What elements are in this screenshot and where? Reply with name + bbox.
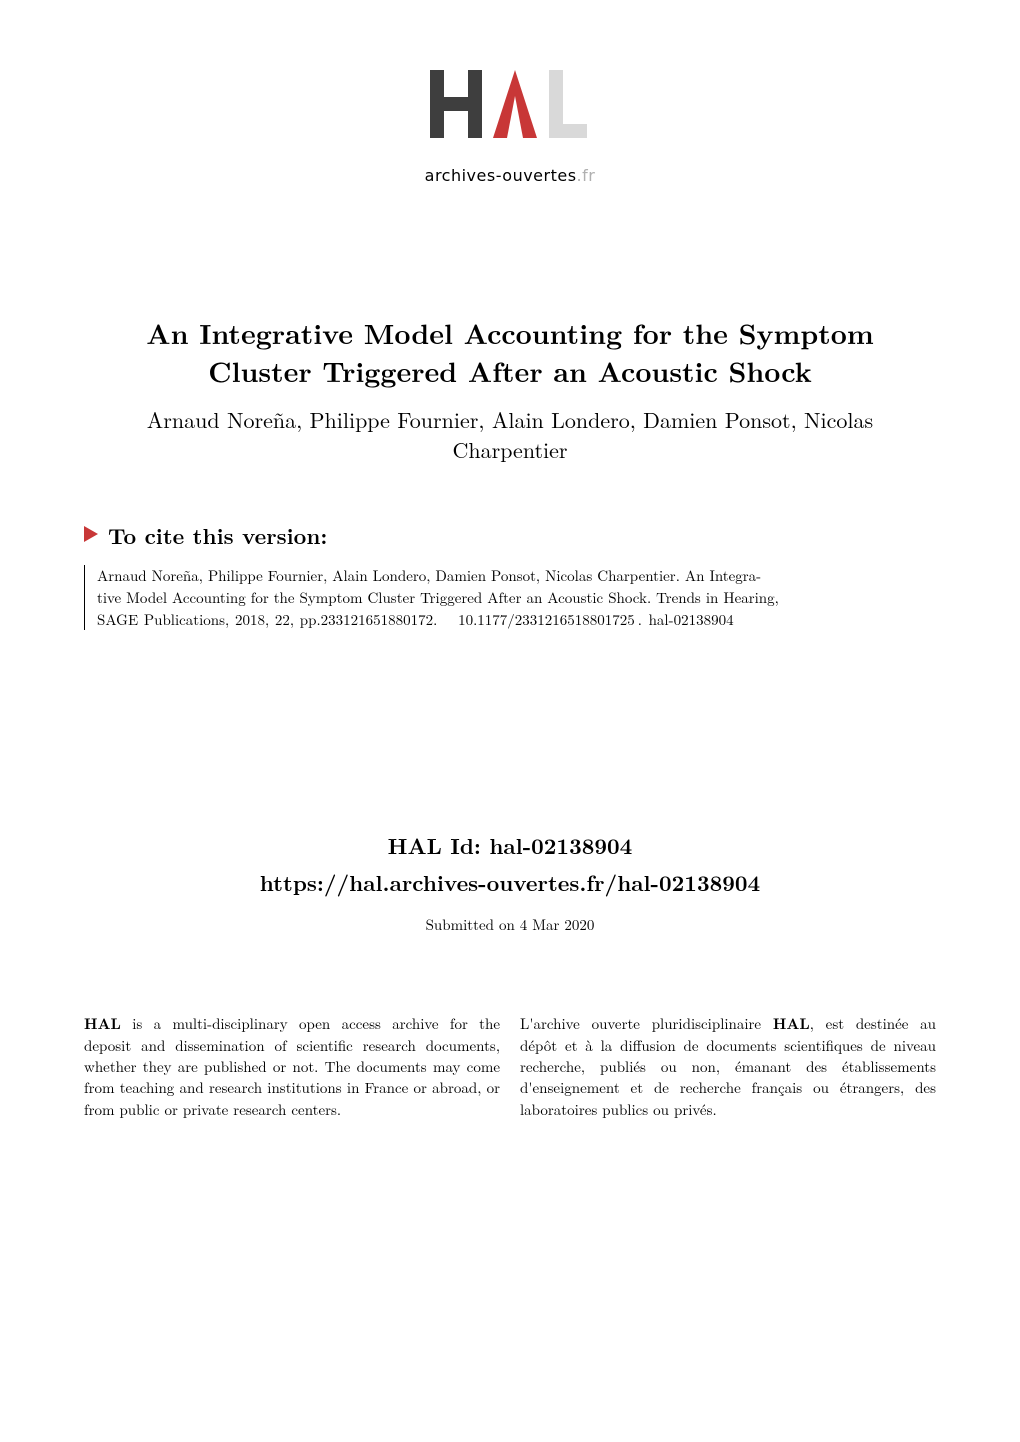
description-columns: HAL is a multi-disciplinary open access … bbox=[0, 1013, 1020, 1119]
cite-block: To cite this version: Arnaud Noreña, Phi… bbox=[0, 520, 1020, 630]
hal-url: https://hal.archives-ouvertes.fr/hal-021… bbox=[0, 867, 1020, 898]
desc-left-bold: HAL bbox=[84, 1013, 121, 1034]
cite-line-1: Arnaud Noreña, Philippe Fournier, Alain … bbox=[97, 565, 761, 586]
desc-left-text: is a multi-disciplinary open access arch… bbox=[84, 1013, 500, 1119]
logo-brand-main: archives-ouvertes bbox=[425, 166, 577, 185]
desc-right-prefix: L'archive ouverte pluridisciplinaire bbox=[520, 1013, 773, 1034]
hal-id-block: HAL Id: hal-02138904 https://hal.archive… bbox=[0, 830, 1020, 935]
cite-heading: To cite this version: bbox=[108, 520, 327, 551]
cite-heading-row: To cite this version: bbox=[84, 520, 936, 551]
title-block: An Integrative Model Accounting for the … bbox=[0, 315, 1020, 466]
authors-line-1: Arnaud Noreña, Philippe Fournier, Alain … bbox=[147, 404, 873, 435]
hal-logo-icon bbox=[425, 60, 595, 160]
description-left: HAL is a multi-disciplinary open access … bbox=[84, 1013, 500, 1119]
title-line-2: Cluster Triggered After an Acoustic Shoc… bbox=[208, 351, 811, 391]
title-line-1: An Integrative Model Accounting for the … bbox=[146, 313, 873, 353]
logo-brand-text: archives-ouvertes.fr bbox=[425, 166, 596, 185]
cite-line-2: tive Model Accounting for the Symptom Cl… bbox=[97, 587, 779, 608]
desc-right-bold: HAL bbox=[773, 1013, 810, 1034]
cite-line-3: SAGE Publications, 2018, 22, pp.23312165… bbox=[97, 609, 734, 630]
submitted-date: Submitted on 4 Mar 2020 bbox=[0, 914, 1020, 935]
cite-body: Arnaud Noreña, Philippe Fournier, Alain … bbox=[84, 565, 936, 630]
logo-region: archives-ouvertes.fr bbox=[0, 0, 1020, 200]
hal-logo: archives-ouvertes.fr bbox=[410, 60, 610, 200]
authors: Arnaud Noreña, Philippe Fournier, Alain … bbox=[70, 405, 950, 467]
triangle-right-icon bbox=[84, 524, 98, 547]
authors-line-2: Charpentier bbox=[452, 434, 567, 465]
paper-title: An Integrative Model Accounting for the … bbox=[70, 315, 950, 391]
description-right: L'archive ouverte pluridisciplinaire HAL… bbox=[520, 1013, 936, 1119]
hal-id: HAL Id: hal-02138904 bbox=[0, 830, 1020, 861]
logo-brand-suffix: .fr bbox=[577, 166, 596, 185]
